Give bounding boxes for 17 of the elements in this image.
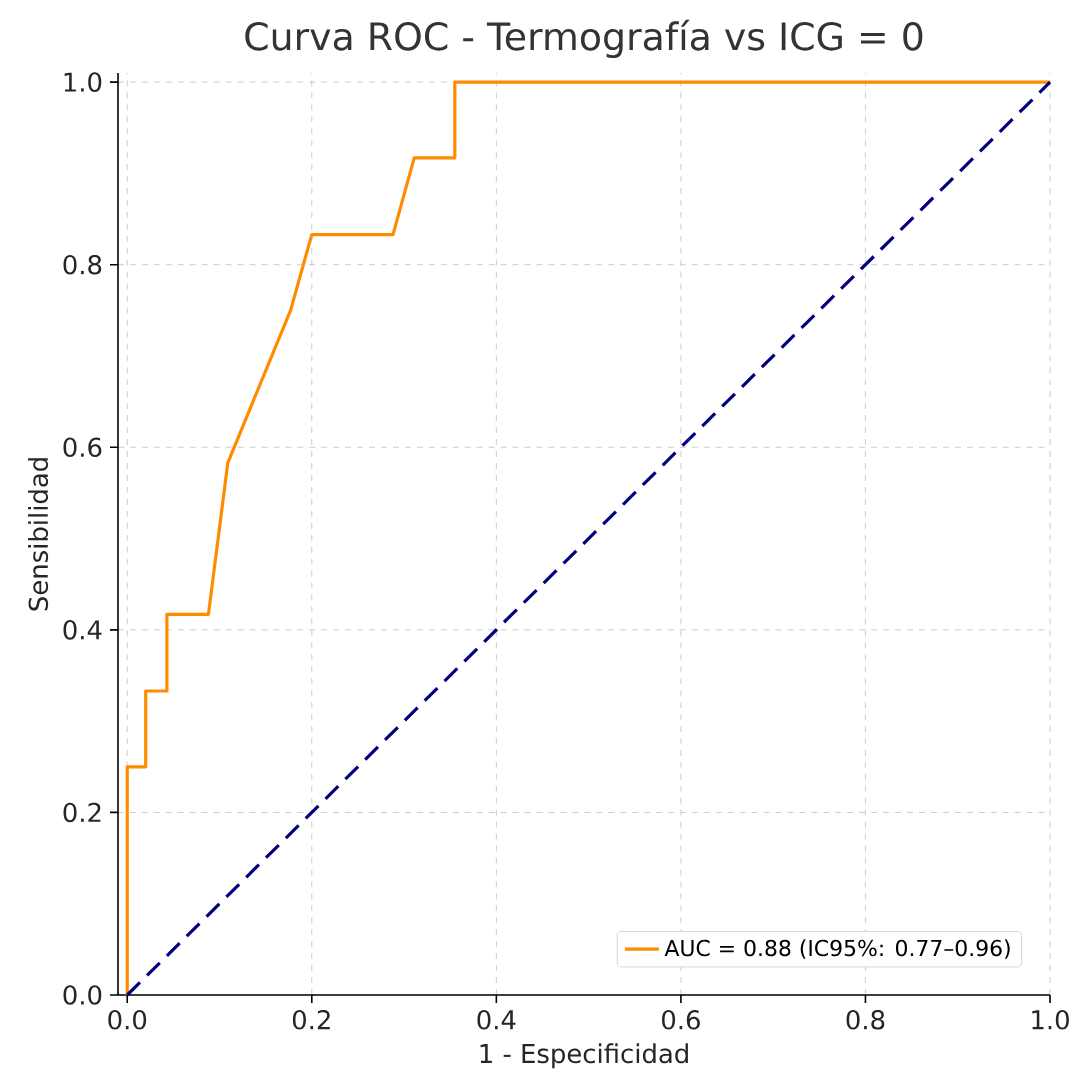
y-tick-label: 0.8 [63, 254, 102, 275]
y-tick-label: 0.6 [63, 437, 102, 458]
x-tick-label: 0.6 [662, 1010, 700, 1030]
y-tick-label: 0.4 [63, 620, 102, 640]
x-tick-label: 0.4 [477, 1010, 516, 1030]
line-series [125, 80, 1052, 997]
y-axis-title: Sensibilidad [28, 458, 49, 611]
x-tick-label: 1.0 [1032, 1010, 1069, 1030]
x-tick-label: 0.2 [292, 1010, 330, 1030]
legend-label: AUC = 0.88 (IC95%: 0.77–0.96) [664, 939, 1010, 959]
chart-title: Curva ROC - Termografía vs ICG = 0 [245, 19, 923, 58]
y-tick-label: 0.0 [63, 985, 102, 1005]
y-tick-label: 0.2 [63, 802, 101, 823]
y-tick-label: 1.0 [64, 72, 102, 92]
x-tick-label: 0.0 [108, 1010, 147, 1030]
x-axis-title: 1 - Especificidad [480, 1043, 688, 1069]
x-tick-label: 0.8 [846, 1010, 885, 1030]
